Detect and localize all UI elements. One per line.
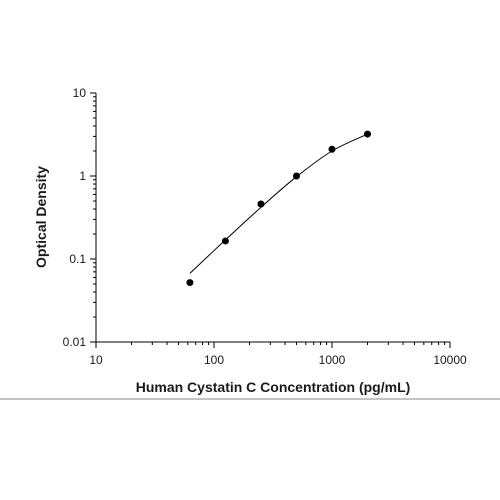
axis-ticks	[90, 92, 451, 348]
data-points	[186, 130, 372, 287]
y-tick-label: 1	[79, 169, 86, 183]
data-point	[364, 130, 372, 138]
x-tick-label: 100	[204, 353, 224, 367]
x-axis-title: Human Cystatin C Concentration (pg/mL)	[136, 379, 411, 395]
y-axis-title: Optical Density	[33, 166, 49, 268]
data-point	[292, 172, 300, 180]
data-point	[186, 279, 194, 287]
y-tick-label: 10	[73, 86, 87, 100]
data-point	[328, 145, 336, 153]
tick-labels: 10 100 1000 10000 10 1 0.1 0.01	[63, 86, 467, 367]
data-point	[257, 200, 265, 208]
x-tick-label: 10000	[433, 353, 467, 367]
data-point	[221, 237, 229, 245]
fit-curve	[189, 133, 368, 274]
y-tick-label: 0.01	[63, 335, 87, 349]
x-tick-label: 10	[89, 353, 103, 367]
x-tick-label: 1000	[319, 353, 346, 367]
y-tick-label: 0.1	[69, 252, 86, 266]
